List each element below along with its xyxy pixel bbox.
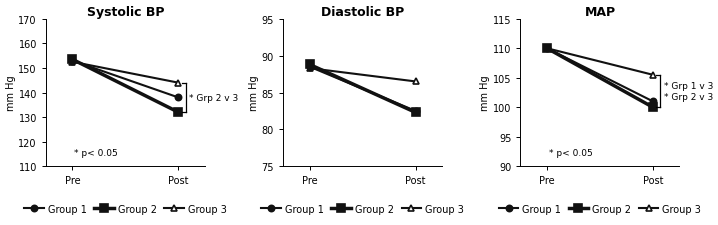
Text: * p< 0.05: * p< 0.05 [549, 149, 593, 158]
Title: Diastolic BP: Diastolic BP [321, 6, 404, 18]
Title: Systolic BP: Systolic BP [87, 6, 164, 18]
Legend: Group 1, Group 2, Group 3: Group 1, Group 2, Group 3 [499, 204, 701, 214]
Legend: Group 1, Group 2, Group 3: Group 1, Group 2, Group 3 [261, 204, 464, 214]
Text: * Grp 2 v 3: * Grp 2 v 3 [189, 94, 238, 102]
Text: * Grp 1 v 3
* Grp 2 v 3: * Grp 1 v 3 * Grp 2 v 3 [663, 82, 713, 101]
Legend: Group 1, Group 2, Group 3: Group 1, Group 2, Group 3 [24, 204, 226, 214]
Y-axis label: mm Hg: mm Hg [249, 75, 259, 111]
Text: * p< 0.05: * p< 0.05 [75, 149, 118, 158]
Y-axis label: mm Hg: mm Hg [480, 75, 490, 111]
Y-axis label: mm Hg: mm Hg [6, 75, 16, 111]
Title: MAP: MAP [584, 6, 615, 18]
